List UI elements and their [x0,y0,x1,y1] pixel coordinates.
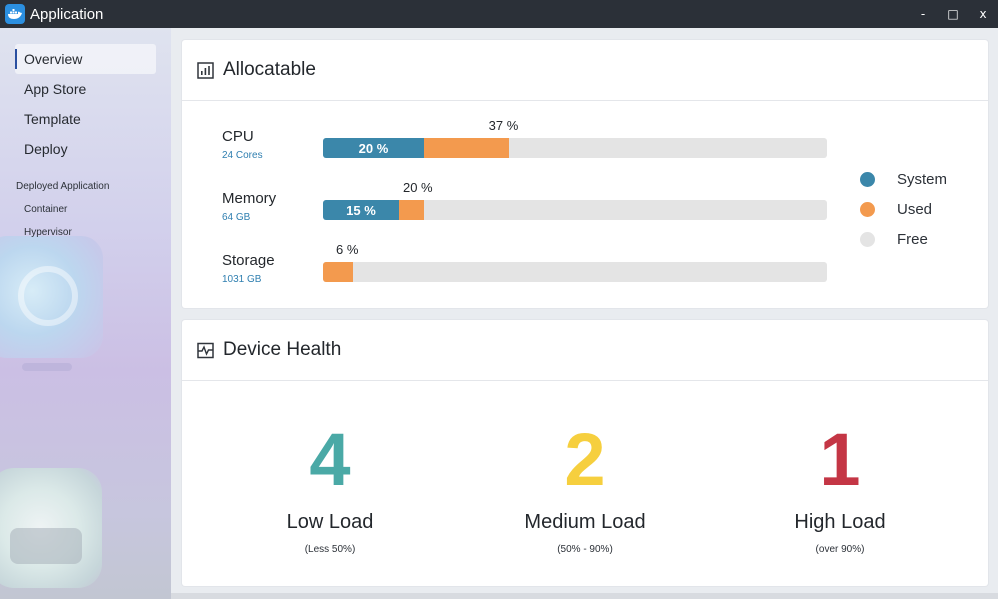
health-count: 2 [564,418,606,501]
card-header: Allocatable [182,40,988,101]
health-label: Low Load [286,511,374,533]
title-bar: Application - □ x [0,0,998,28]
sidebar-item-overview[interactable]: Overview [15,44,156,74]
sidebar-item-template[interactable]: Template [24,111,81,127]
minimize-button[interactable]: - [920,7,926,21]
health-count: 4 [309,418,351,501]
resource-row-memory: Memory 64 GB 15 % 20 % [182,180,988,230]
blurred-desktop-label [22,363,72,371]
allocatable-title: Allocatable [223,59,316,80]
total-usage-label: 6 % [336,242,359,257]
sidebar-item-container[interactable]: Container [24,204,68,215]
blurred-desktop-icon-shape [18,266,78,326]
legend-item-system: System [860,170,980,188]
docker-whale-icon [5,4,25,24]
total-usage-label: 20 % [402,180,433,195]
used-segment [424,138,509,158]
usage-bar: 20 % [323,138,827,158]
health-count: 1 [819,418,861,501]
health-label: High Load [794,511,886,533]
legend-label: Used [897,200,933,218]
resource-row-storage: Storage 1031 GB 6 % [182,242,988,292]
used-segment [399,200,424,220]
legend-label: Free [897,230,928,248]
resource-name: Memory [222,190,277,207]
legend-swatch [860,171,875,187]
legend-swatch [860,231,875,247]
used-segment [323,262,353,282]
total-usage-label: 37 % [488,118,519,133]
resource-name: Storage [222,252,275,269]
resource-name: CPU [222,128,254,145]
health-stat-high-load: 1 High Load (over 90%) [720,418,960,556]
usage-bar: 15 % [323,200,827,220]
resource-detail: 24 Cores [222,150,263,161]
maximize-button[interactable]: □ [947,7,959,21]
close-button[interactable]: x [979,7,987,21]
card-header: Device Health [182,320,988,381]
bottom-edge [171,593,998,599]
health-range: (50% - 90%) [557,544,613,555]
sidebar-item-hypervisor[interactable]: Hypervisor [24,227,72,238]
sidebar-item-deploy[interactable]: Deploy [24,141,68,157]
health-label: Medium Load [524,511,646,533]
sidebar-section-title: Deployed Application [16,181,110,192]
legend-item-free: Free [860,230,980,248]
health-range: (Less 50%) [304,544,356,555]
device-health-title: Device Health [223,339,342,360]
health-stat-low-load: 4 Low Load (Less 50%) [210,418,450,556]
device-health-card: Device Health 4 Low Load (Less 50%) 2 Me… [182,320,988,586]
health-stat-medium-load: 2 Medium Load (50% - 90%) [465,418,705,556]
legend-item-used: Used [860,200,980,218]
bar-chart-icon [197,61,214,79]
resource-row-cpu: CPU 24 Cores 20 % 37 % [182,118,988,168]
pulse-icon [197,342,214,358]
sidebar-item-app-store[interactable]: App Store [24,81,87,97]
resource-detail: 64 GB [222,212,251,223]
system-segment: 20 % [323,138,424,158]
legend-swatch [860,201,875,217]
allocatable-card: Allocatable CPU 24 Cores 20 % 37 % Memor… [182,40,988,308]
sidebar: Overview App Store Template Deploy Deplo… [0,28,171,599]
window-title: Application [30,5,104,23]
main-content: Allocatable CPU 24 Cores 20 % 37 % Memor… [171,28,998,599]
resource-detail: 1031 GB [222,274,262,285]
system-segment: 15 % [323,200,399,220]
health-range: (over 90%) [815,544,865,555]
usage-bar [323,262,827,282]
legend-label: System [897,170,948,188]
blurred-desktop-icon-shape [10,528,82,564]
